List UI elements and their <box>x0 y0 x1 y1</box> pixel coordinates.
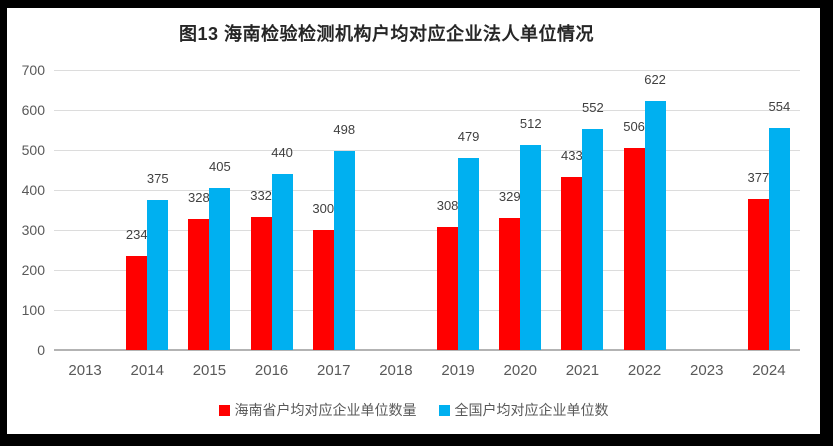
data-label-national-2021: 552 <box>582 100 604 116</box>
x-tick-2022: 2022 <box>627 362 662 379</box>
bar-national-2017 <box>333 150 355 350</box>
bar-national-2016 <box>271 174 293 350</box>
bar-national-2020 <box>520 145 542 350</box>
data-label-national-2022: 622 <box>644 72 666 88</box>
legend-item-national: 全国户均对应企业单位数 <box>438 400 609 420</box>
legend-label-national: 全国户均对应企业单位数 <box>454 402 609 418</box>
bar-national-2021 <box>582 129 604 350</box>
gridline-400 <box>54 190 800 191</box>
x-tick-2019: 2019 <box>441 362 475 379</box>
y-tick-0: 0 <box>37 342 45 358</box>
data-label-hainan-2020: 329 <box>498 189 521 205</box>
bar-national-2015 <box>209 188 231 350</box>
data-label-hainan-2015: 328 <box>188 189 210 205</box>
legend-item-hainan: 海南省户均对应企业单位数量 <box>218 400 417 420</box>
x-tick-2014: 2014 <box>130 362 164 379</box>
x-axis-line <box>54 349 800 351</box>
bar-hainan-2021 <box>561 176 583 350</box>
x-axis: 2013 2014 2015 2016 2017 2018 2019 2020 2021 2022… <box>54 360 800 382</box>
data-label-hainan-2014: 234 <box>125 227 148 243</box>
x-tick-2018: 2018 <box>379 362 413 379</box>
x-tick-2023: 2023 <box>690 362 724 379</box>
data-label-hainan-2024: 377 <box>747 170 770 186</box>
legend-label-hainan: 海南省户均对应企业单位数量 <box>234 402 417 418</box>
data-label-national-2014: 375 <box>146 171 169 186</box>
x-tick-2016: 2016 <box>254 362 289 379</box>
gridline-200 <box>54 270 800 271</box>
bar-hainan-2022 <box>623 147 645 350</box>
gridline-500 <box>54 150 800 151</box>
bar-hainan-2024 <box>747 199 769 350</box>
x-tick-2021: 2021 <box>565 362 600 379</box>
bar-hainan-2020 <box>499 218 521 350</box>
y-tick-700: 700 <box>21 62 45 78</box>
bar-hainan-2015 <box>188 218 210 350</box>
y-tick-300: 300 <box>21 222 45 238</box>
data-label-national-2024: 554 <box>768 99 791 115</box>
chart-title: 图13 海南检验检测机构户均对应企业法人单位情况 <box>178 24 595 44</box>
data-label-hainan-2019: 308 <box>436 197 459 213</box>
data-label-national-2017: 498 <box>333 121 356 137</box>
bar-national-2014 <box>147 200 169 350</box>
y-axis: 0 100 200 300 400 500 600 700 <box>7 62 47 358</box>
bar-hainan-2014 <box>126 256 148 350</box>
x-tick-2015: 2015 <box>192 362 227 379</box>
gridline-600 <box>54 110 800 111</box>
bar-hainan-2016 <box>250 217 272 350</box>
bar-national-2019 <box>458 158 480 350</box>
data-label-national-2020: 512 <box>519 116 542 132</box>
x-tick-2020: 2020 <box>503 362 537 379</box>
x-tick-2013: 2013 <box>68 362 102 379</box>
chart-panel: 图13 海南检验检测机构户均对应企业法人单位情况 0 100 200 300 400 50… <box>7 8 820 434</box>
x-tick-2017: 2017 <box>317 362 351 379</box>
legend-swatch-hainan <box>218 404 230 416</box>
data-label-national-2019: 479 <box>457 129 480 145</box>
x-tick-2024: 2024 <box>752 362 786 379</box>
legend-swatch-national <box>438 404 450 416</box>
gridline-700 <box>54 70 800 71</box>
gridline-300 <box>54 230 800 231</box>
y-tick-600: 600 <box>21 102 45 118</box>
data-label-hainan-2017: 300 <box>312 201 335 216</box>
data-label-hainan-2022: 506 <box>623 118 645 134</box>
bar-national-2024 <box>768 128 790 350</box>
data-label-hainan-2021: 433 <box>561 147 583 163</box>
data-label-national-2015: 405 <box>209 159 231 174</box>
plot-area: 234 375 328 405 332 440 300 498 308 479 329 512 433 5… <box>54 70 800 351</box>
gridline-100 <box>54 310 800 311</box>
bar-national-2022 <box>644 101 666 350</box>
y-tick-200: 200 <box>21 262 45 278</box>
data-label-national-2016: 440 <box>271 145 293 160</box>
bar-hainan-2019 <box>437 226 459 350</box>
y-tick-100: 100 <box>21 302 45 318</box>
y-tick-500: 500 <box>21 142 45 158</box>
legend: 海南省户均对应企业单位数量 全国户均对应企业单位数 <box>7 400 820 420</box>
data-label-hainan-2016: 332 <box>250 188 272 204</box>
bar-hainan-2017 <box>312 230 334 350</box>
y-tick-400: 400 <box>21 182 45 198</box>
